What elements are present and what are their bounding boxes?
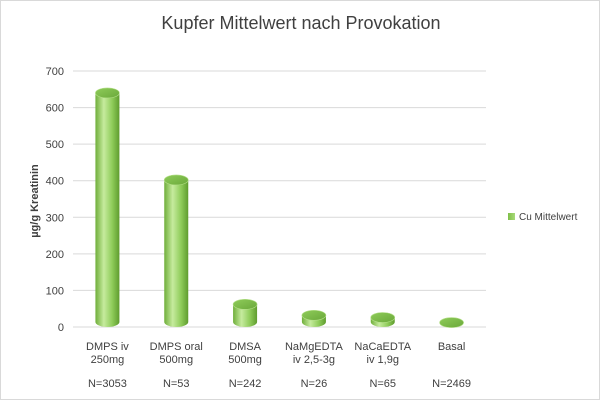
bar [439,317,464,328]
x-tick-label: DMSA [229,341,261,353]
bars [95,87,464,328]
legend: Cu Mittelwert [508,212,578,223]
sample-size-label: N=2469 [432,378,471,390]
x-tick-label: NaCaEDTA [354,341,411,353]
sample-size-label: N=3053 [88,378,127,390]
y-tick-label: 400 [46,176,64,188]
sample-size-label: N=53 [163,378,190,390]
x-tick-label: DMPS oral [150,341,203,353]
y-tick-label: 0 [58,322,64,334]
x-tick-label-line2: iv 2,5-3g [293,354,335,366]
legend-swatch [508,213,515,220]
y-tick-label: 700 [46,66,64,78]
bar-cap [439,317,464,328]
x-tick-label-line2: iv 1,9g [367,354,399,366]
bar-cap [232,299,258,310]
x-tick-label: DMPS iv [86,341,129,353]
sample-size-label: N=242 [229,378,262,390]
bar [95,87,120,328]
bar [163,174,189,328]
x-tick-label: Basal [438,341,466,353]
bar-cap [163,174,189,186]
bar-cap [301,309,327,321]
bar-body [95,92,120,328]
bar-cap [95,87,120,99]
sample-size-label: N=65 [369,378,396,390]
y-axis-ticks: 0 100 200 300 400 500 600 700 [46,66,64,334]
y-tick-label: 200 [46,249,64,261]
x-tick-label: NaMgEDTA [285,341,344,353]
bar-body [233,304,258,328]
bar-body [164,179,189,328]
x-tick-label-line2: 500mg [159,354,193,366]
y-axis-label: µg/g Kreatinin [29,164,41,238]
chart-title: Kupfer Mittelwert nach Provokation [161,13,440,33]
y-tick-label: 300 [46,212,64,224]
x-tick-label-line2: 500mg [228,354,262,366]
bar [301,309,327,328]
y-tick-label: 500 [46,139,64,151]
x-tick-label-line2: 250mg [91,354,125,366]
bar [232,299,258,328]
legend-label: Cu Mittelwert [519,212,578,223]
y-tick-label: 100 [46,285,64,297]
gridlines [73,70,486,328]
y-tick-label: 600 [46,103,64,115]
bar-cap [370,312,396,323]
bar [370,312,396,328]
sample-size-label: N=26 [301,378,328,390]
